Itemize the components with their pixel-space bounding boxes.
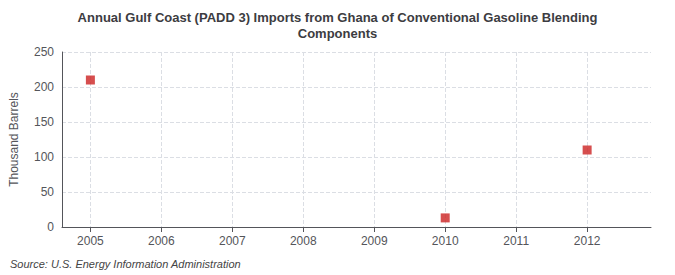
svg-text:Annual Gulf Coast (PADD 3) Imp: Annual Gulf Coast (PADD 3) Imports from … (78, 10, 598, 25)
svg-text:100: 100 (34, 150, 54, 164)
svg-text:2010: 2010 (432, 234, 459, 248)
svg-text:Source: U.S. Energy Informatio: Source: U.S. Energy Information Administ… (10, 258, 241, 270)
svg-text:Components: Components (298, 26, 377, 41)
svg-text:2007: 2007 (219, 234, 246, 248)
svg-text:150: 150 (34, 115, 54, 129)
svg-text:2011: 2011 (503, 234, 529, 248)
svg-text:0: 0 (47, 220, 54, 234)
svg-text:2005: 2005 (77, 234, 104, 248)
svg-text:50: 50 (41, 185, 55, 199)
svg-text:200: 200 (34, 80, 54, 94)
svg-text:2008: 2008 (290, 234, 317, 248)
svg-text:2006: 2006 (148, 234, 175, 248)
svg-text:Thousand Barrels: Thousand Barrels (7, 92, 21, 187)
svg-text:2009: 2009 (361, 234, 388, 248)
svg-text:2012: 2012 (574, 234, 601, 248)
svg-text:250: 250 (34, 45, 54, 59)
